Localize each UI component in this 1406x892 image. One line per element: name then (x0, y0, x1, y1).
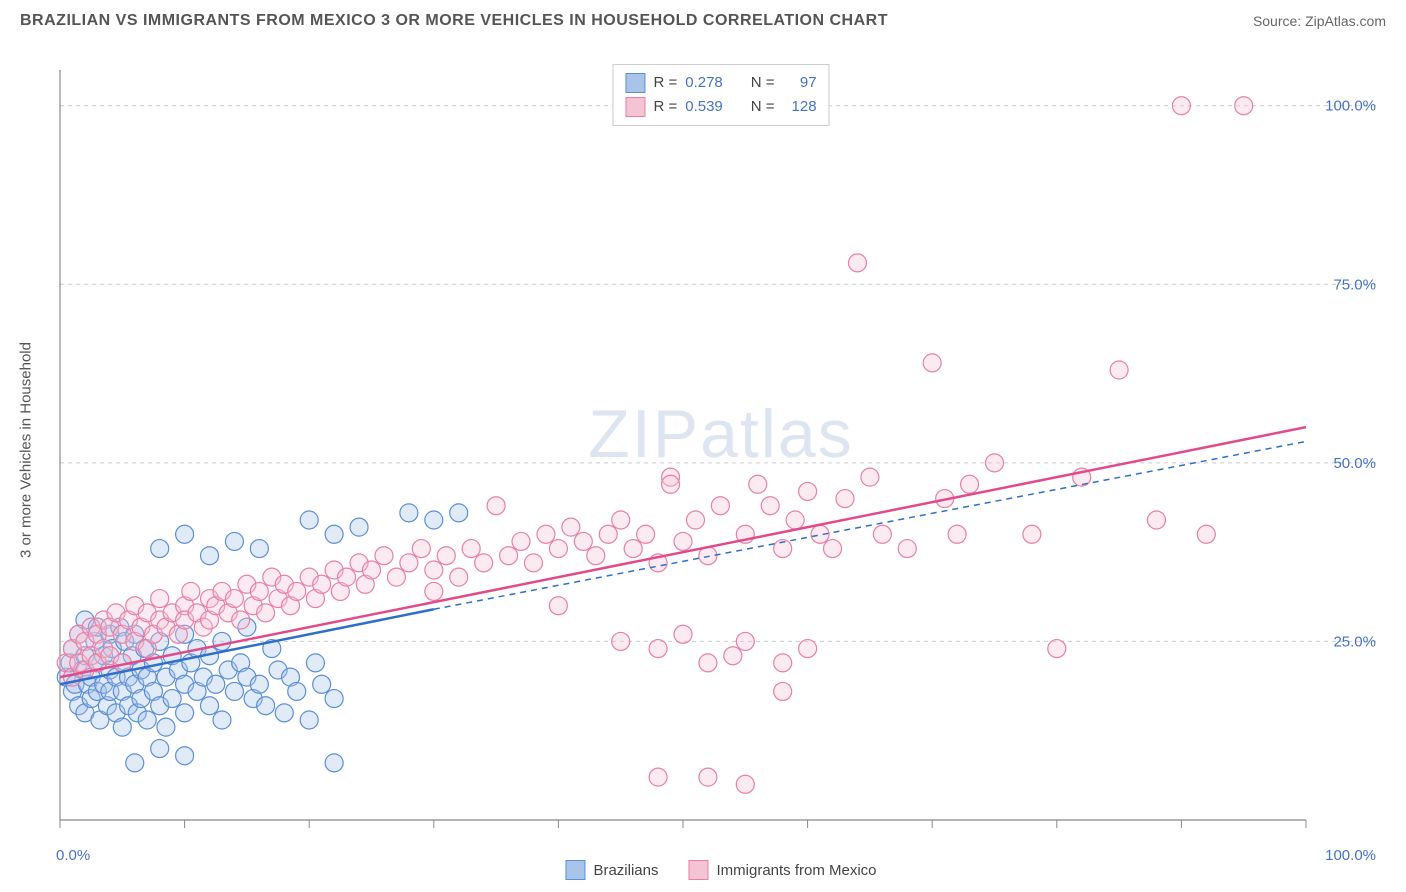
swatch-icon (689, 860, 709, 880)
x-max-label: 100.0% (1325, 847, 1376, 864)
chart-title: BRAZILIAN VS IMMIGRANTS FROM MEXICO 3 OR… (20, 12, 888, 30)
n-label: N = (751, 95, 775, 119)
n-label: N = (751, 71, 775, 95)
r-label: R = (653, 95, 677, 119)
legend-series-item: Immigrants from Mexico (689, 860, 877, 880)
swatch-icon (565, 860, 585, 880)
scatter-plot: 25.0% 50.0% 75.0% 100.0% (56, 60, 1386, 840)
legend-series: Brazilians Immigrants from Mexico (565, 860, 876, 880)
chart-area: 3 or more Vehicles in Household 25.0%50.… (56, 60, 1386, 840)
n-value: 128 (783, 95, 817, 119)
swatch-icon (625, 97, 645, 117)
r-value: 0.539 (685, 95, 723, 119)
legend-stat-row: R = 0.278 N = 97 (625, 71, 816, 95)
r-value: 0.278 (685, 71, 723, 95)
svg-text:75.0%: 75.0% (1333, 276, 1376, 293)
series-label: Brazilians (593, 862, 658, 879)
header: BRAZILIAN VS IMMIGRANTS FROM MEXICO 3 OR… (0, 0, 1406, 38)
legend-stats: R = 0.278 N = 97 R = 0.539 N = 128 (612, 64, 829, 126)
svg-text:100.0%: 100.0% (1325, 98, 1376, 115)
n-value: 97 (783, 71, 817, 95)
legend-stat-row: R = 0.539 N = 128 (625, 95, 816, 119)
y-axis-label: 3 or more Vehicles in Household (18, 342, 35, 558)
swatch-icon (625, 73, 645, 93)
legend-series-item: Brazilians (565, 860, 658, 880)
source-label: Source: ZipAtlas.com (1253, 13, 1386, 29)
svg-text:50.0%: 50.0% (1333, 455, 1376, 472)
svg-text:25.0%: 25.0% (1333, 633, 1376, 650)
series-label: Immigrants from Mexico (717, 862, 877, 879)
x-min-label: 0.0% (56, 847, 90, 864)
r-label: R = (653, 71, 677, 95)
